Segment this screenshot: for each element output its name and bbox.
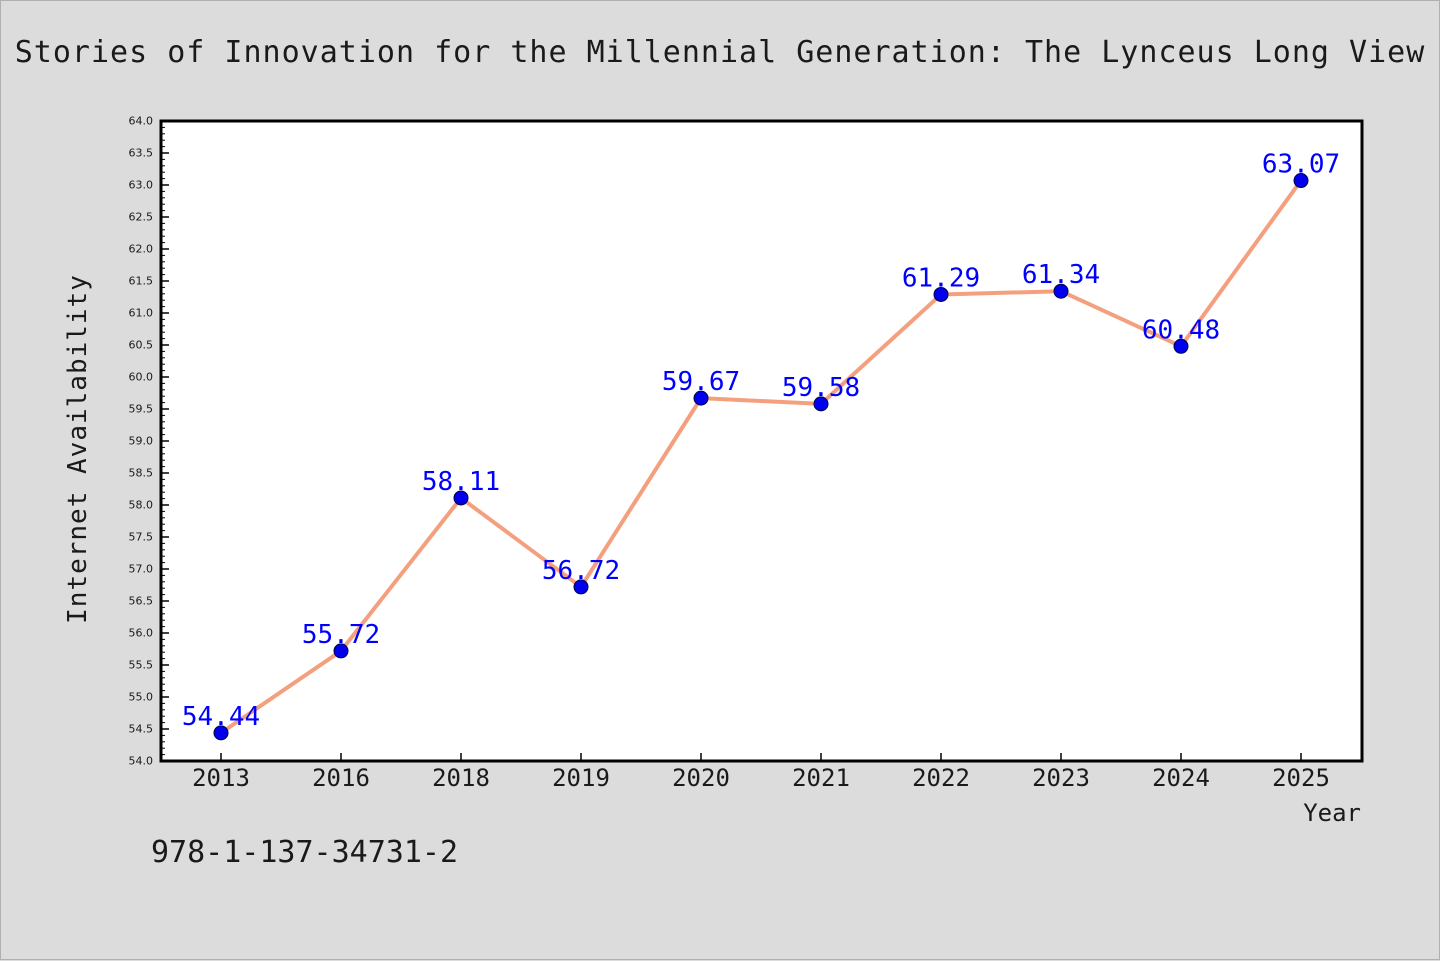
y-tick-label: 61.0	[129, 307, 154, 320]
y-tick-label: 59.0	[129, 435, 154, 448]
y-tick-label: 60.5	[129, 339, 154, 352]
data-point	[933, 286, 949, 302]
y-tick-label: 58.5	[129, 467, 154, 480]
data-point	[213, 725, 229, 741]
data-labels: 54.44 55.72 58.11 56.72 59.67 59.58 61.29 61.34…	[182, 150, 1340, 732]
x-tick-label: 2019	[552, 764, 610, 792]
footnote-isbn: 978-1-137-34731-2	[151, 835, 459, 870]
x-tick-label: 2020	[672, 764, 730, 792]
data-label: 59.58	[782, 373, 860, 403]
y-tick-label: 62.0	[129, 243, 154, 256]
data-label: 60.48	[1142, 315, 1220, 345]
data-label: 59.67	[662, 367, 740, 397]
data-label: 55.72	[302, 620, 380, 650]
data-label: 61.34	[1022, 260, 1100, 290]
data-point	[813, 396, 829, 412]
data-point	[1053, 283, 1069, 299]
y-tick-label: 62.5	[129, 211, 154, 224]
x-tick-label: 2016	[312, 764, 370, 792]
x-tick-label: 2023	[1032, 764, 1090, 792]
data-label: 56.72	[542, 556, 620, 586]
y-tick-label: 55.0	[129, 691, 154, 704]
x-tick-label: 2024	[1152, 764, 1210, 792]
y-axis-label: Internet Availability	[63, 274, 93, 624]
x-tick-label: 2018	[432, 764, 490, 792]
y-tick-label: 54.0	[129, 755, 154, 768]
data-label: 58.11	[422, 467, 500, 497]
x-tick-label: 2013	[192, 764, 250, 792]
data-label: 61.29	[902, 263, 980, 293]
y-tick-label: 61.5	[129, 275, 154, 288]
plot-area	[159, 119, 1364, 763]
y-tick-label: 59.5	[129, 403, 154, 416]
y-tick-label: 63.5	[129, 147, 154, 160]
y-tick-label: 56.5	[129, 595, 154, 608]
data-point	[333, 643, 349, 659]
series-group	[213, 173, 1309, 741]
x-axis-label: Year	[1303, 799, 1361, 827]
series-line	[219, 179, 1303, 735]
chart-title: Stories of Innovation for the Millennial…	[14, 35, 1426, 70]
y-tick-label: 63.0	[129, 179, 154, 192]
data-point	[693, 390, 709, 406]
y-tick-label: 56.0	[129, 627, 154, 640]
data-point	[1173, 338, 1189, 354]
x-tick-label: 2025	[1272, 764, 1330, 792]
data-label: 63.07	[1262, 150, 1340, 180]
x-axis: 2013 2016 2018 2019 2020 2021 2022 2023 2024 2025	[192, 753, 1330, 792]
data-point	[1293, 173, 1309, 189]
y-tick-label: 55.5	[129, 659, 154, 672]
y-tick-label: 57.5	[129, 531, 154, 544]
data-point	[573, 579, 589, 595]
y-tick-label: 58.0	[129, 499, 154, 512]
y-tick-label: 60.0	[129, 371, 154, 384]
data-label: 54.44	[182, 702, 260, 732]
data-point	[453, 490, 469, 506]
y-tick-label: 57.0	[129, 563, 154, 576]
y-tick-label: 64.0	[129, 115, 154, 128]
x-tick-label: 2021	[792, 764, 850, 792]
x-tick-label: 2022	[912, 764, 970, 792]
y-axis: 54.0 54.5 55.0 55.5 56.0 56.5 57.0 57.5 58.0 58.5…	[129, 115, 169, 768]
y-tick-label: 54.5	[129, 723, 154, 736]
